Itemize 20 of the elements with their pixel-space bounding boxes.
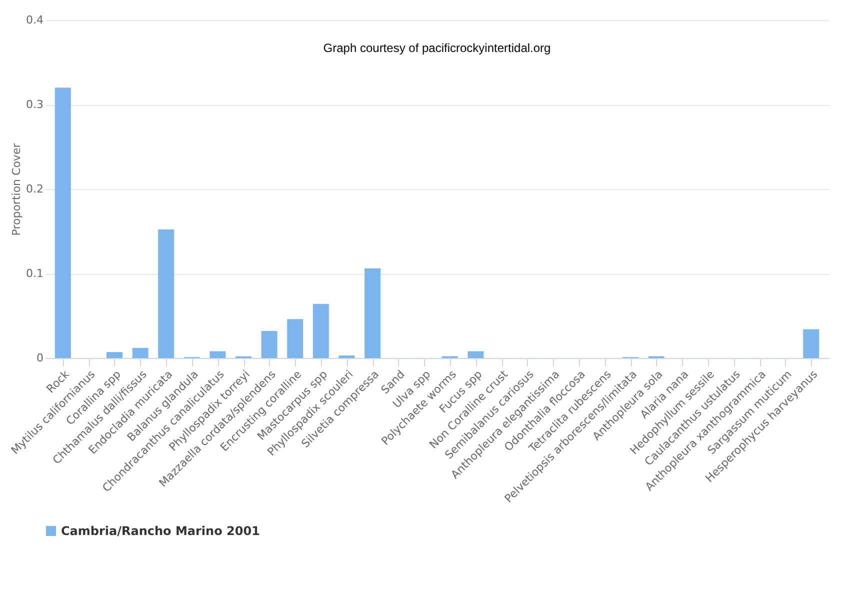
annotation: Graph courtesy of pacificrockyintertidal.org	[323, 41, 551, 55]
y-tick-label: 0.4	[26, 14, 44, 26]
y-tick-label: 0.2	[26, 182, 44, 196]
bar	[261, 330, 278, 358]
bar	[312, 304, 329, 358]
y-axis-title: Proportion Cover	[10, 142, 24, 236]
y-tick-label: 0	[36, 352, 44, 364]
y-tick-label: 0.1	[26, 267, 44, 280]
bar	[803, 329, 820, 358]
legend-label: Cambria/Rancho Marino 2001	[61, 524, 260, 538]
bar	[132, 348, 148, 358]
bar	[54, 88, 71, 358]
bar	[210, 351, 226, 358]
bar	[338, 355, 355, 358]
y-tick-label: 0.3	[26, 98, 44, 111]
bar	[106, 352, 122, 358]
bar	[287, 319, 304, 358]
bar	[158, 230, 174, 358]
bar	[364, 268, 380, 358]
bar	[468, 351, 484, 358]
